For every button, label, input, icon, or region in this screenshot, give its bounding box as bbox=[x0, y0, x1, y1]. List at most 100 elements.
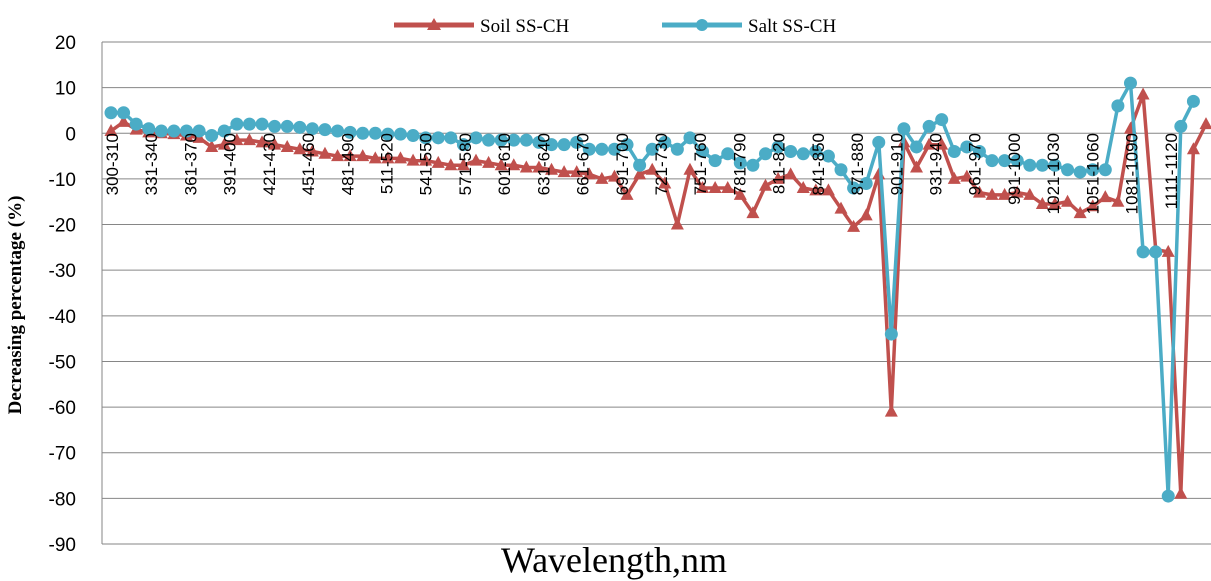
data-point-soil bbox=[117, 114, 131, 127]
data-point-soil bbox=[834, 201, 848, 214]
data-point-salt bbox=[507, 133, 521, 147]
data-point-soil bbox=[1111, 194, 1125, 207]
data-point-salt bbox=[230, 117, 244, 131]
legend: Soil SS-CH Salt SS-CH bbox=[394, 16, 836, 37]
data-point-soil bbox=[758, 178, 772, 191]
data-point-soil bbox=[1035, 197, 1049, 210]
data-point-soil bbox=[368, 151, 382, 164]
data-point-salt bbox=[796, 147, 810, 161]
y-tick-label: 10 bbox=[55, 79, 76, 100]
data-point-salt bbox=[268, 119, 282, 133]
data-point-salt bbox=[406, 129, 420, 143]
data-point-soil bbox=[733, 187, 747, 200]
legend-soil-label: Soil SS-CH bbox=[480, 16, 570, 37]
data-point-salt bbox=[419, 131, 433, 145]
data-point-salt bbox=[519, 133, 533, 147]
legend-salt-label: Salt SS-CH bbox=[748, 16, 836, 37]
x-tick-label: 300-310 bbox=[103, 133, 122, 195]
data-point-soil bbox=[670, 217, 684, 230]
data-point-salt bbox=[1098, 163, 1112, 177]
data-point-salt bbox=[545, 138, 559, 152]
x-tick-label: 721-730 bbox=[652, 133, 671, 195]
data-point-salt bbox=[1136, 245, 1150, 259]
data-point-salt bbox=[1161, 489, 1175, 503]
data-point-soil bbox=[293, 142, 307, 155]
data-point-salt bbox=[607, 142, 621, 156]
data-point-soil bbox=[960, 169, 974, 182]
data-point-soil bbox=[771, 171, 785, 184]
data-point-soil bbox=[859, 208, 873, 221]
data-point-salt bbox=[947, 145, 961, 159]
x-tick-label: 331-340 bbox=[142, 133, 161, 195]
x-tick-label: 751-760 bbox=[691, 133, 710, 195]
data-point-salt bbox=[456, 138, 470, 152]
data-point-salt bbox=[620, 138, 634, 152]
data-point-salt bbox=[670, 142, 684, 156]
x-axis-ticks: 300-310 331-340 361-370 391-400 421-430 451-4… bbox=[103, 133, 1181, 214]
data-point-soil bbox=[683, 162, 697, 175]
data-point-soil bbox=[1136, 87, 1150, 100]
data-point-soil bbox=[985, 187, 999, 200]
y-tick-label: -60 bbox=[49, 398, 76, 419]
data-point-salt bbox=[142, 122, 156, 136]
data-point-salt bbox=[192, 124, 206, 138]
data-point-soil bbox=[268, 137, 282, 150]
data-point-salt bbox=[897, 122, 911, 136]
y-tick-label: -40 bbox=[49, 307, 76, 328]
legend-item-soil: Soil SS-CH bbox=[394, 16, 570, 37]
data-point-soil bbox=[242, 133, 256, 146]
x-tick-label: 601-610 bbox=[495, 133, 514, 195]
data-point-salt bbox=[733, 156, 747, 170]
x-tick-label: 541-550 bbox=[417, 133, 436, 195]
x-tick-label: 1051-1060 bbox=[1083, 133, 1102, 214]
series-layer bbox=[104, 76, 1211, 503]
data-point-soil bbox=[1023, 187, 1037, 200]
legend-soil-marker bbox=[427, 18, 441, 30]
data-point-soil bbox=[645, 162, 659, 175]
data-point-soil bbox=[1098, 190, 1112, 203]
data-point-soil bbox=[872, 167, 886, 180]
y-tick-label: 0 bbox=[65, 124, 76, 145]
data-point-salt bbox=[280, 119, 294, 133]
data-point-salt bbox=[708, 154, 722, 168]
data-point-soil bbox=[847, 219, 861, 232]
data-point-salt bbox=[532, 135, 546, 149]
x-tick-label: 451-460 bbox=[299, 133, 318, 195]
data-point-salt bbox=[154, 124, 168, 138]
data-point-salt bbox=[859, 176, 873, 190]
data-point-soil bbox=[922, 137, 936, 150]
y-tick-label: -30 bbox=[49, 261, 76, 282]
y-axis-label: Decreasing percentage (%) bbox=[5, 196, 26, 415]
data-point-salt bbox=[431, 131, 445, 145]
data-point-soil bbox=[507, 158, 521, 171]
grid-lines bbox=[101, 41, 1211, 545]
data-point-salt bbox=[1023, 158, 1037, 172]
data-point-soil bbox=[784, 167, 798, 180]
x-tick-label: 781-790 bbox=[730, 133, 749, 195]
y-tick-label: 20 bbox=[55, 33, 76, 54]
x-tick-label: 361-370 bbox=[181, 133, 200, 195]
y-tick-label: -80 bbox=[49, 489, 76, 510]
data-point-soil bbox=[356, 149, 370, 162]
data-point-soil bbox=[545, 162, 559, 175]
legend-item-salt: Salt SS-CH bbox=[662, 16, 836, 37]
data-point-salt bbox=[469, 131, 483, 145]
x-tick-label: 871-880 bbox=[848, 133, 867, 195]
data-point-salt bbox=[771, 140, 785, 154]
data-point-salt bbox=[1048, 158, 1062, 172]
data-point-salt bbox=[809, 145, 823, 159]
data-point-salt bbox=[595, 142, 609, 156]
x-tick-label: 901-910 bbox=[887, 133, 906, 195]
data-point-salt bbox=[1010, 154, 1024, 168]
data-point-soil bbox=[595, 171, 609, 184]
data-point-soil bbox=[1048, 197, 1062, 210]
data-point-salt bbox=[1186, 94, 1200, 108]
y-tick-label: -10 bbox=[49, 170, 76, 191]
data-point-soil bbox=[217, 137, 231, 150]
y-tick-label: -50 bbox=[49, 352, 76, 373]
data-point-soil bbox=[532, 160, 546, 173]
data-point-soil bbox=[935, 137, 949, 150]
data-point-salt bbox=[217, 124, 231, 138]
data-point-soil bbox=[393, 151, 407, 164]
x-tick-label: 481-490 bbox=[338, 133, 357, 195]
